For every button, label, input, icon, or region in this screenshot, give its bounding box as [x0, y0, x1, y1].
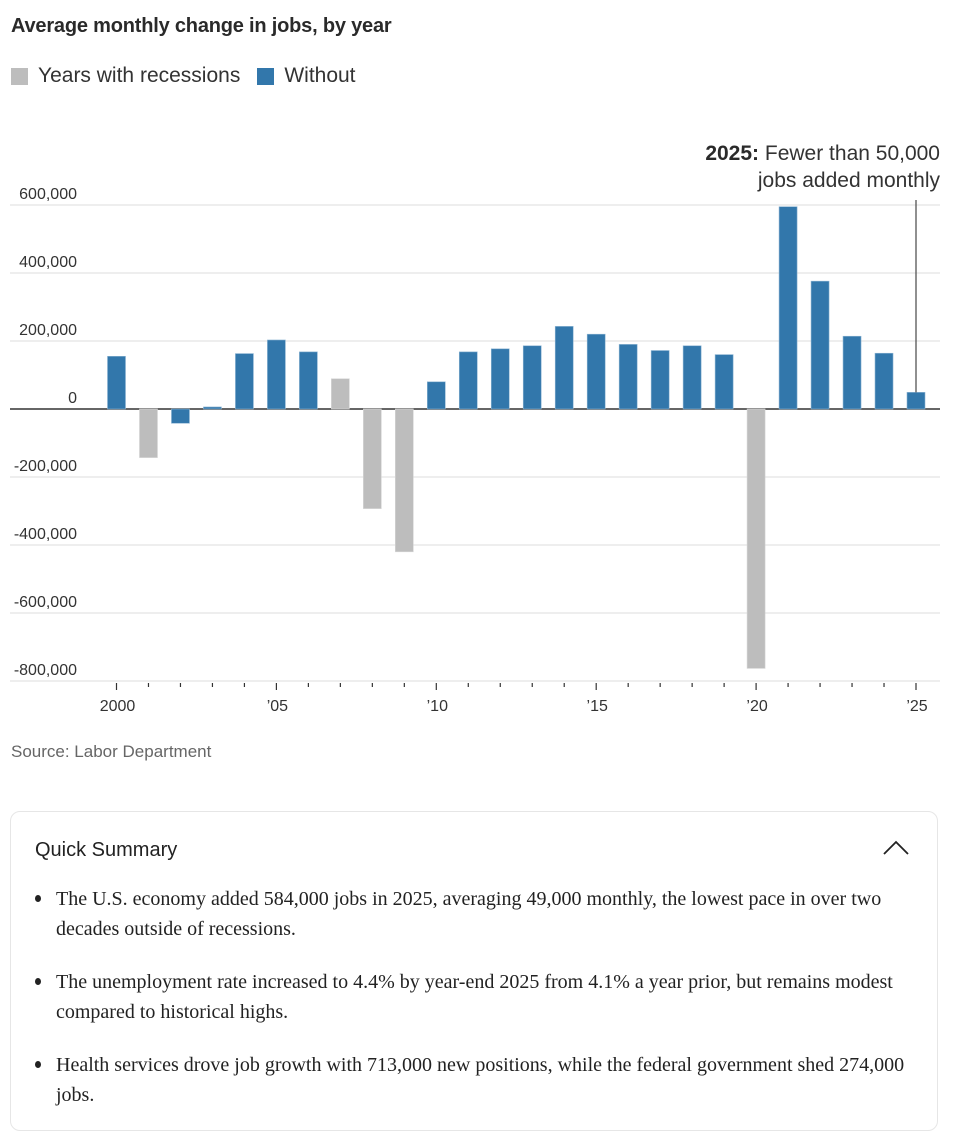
annotation-text-2: jobs added monthly	[757, 169, 940, 192]
x-tick-label: ’15	[587, 698, 608, 715]
bar-2019	[714, 354, 734, 410]
bar-2009	[395, 408, 414, 553]
bar-2016	[618, 344, 638, 410]
bar-2003	[203, 406, 222, 410]
y-tick-label: -800,000	[14, 662, 77, 679]
chart-title: Average monthly change in jobs, by year	[11, 15, 392, 37]
x-tick-label: ’25	[906, 698, 927, 715]
annotation-year: 2025:	[705, 142, 760, 165]
bar-2021	[778, 206, 798, 410]
y-tick-label: 200,000	[19, 322, 77, 339]
bar-2006	[299, 351, 318, 410]
bar-2013	[522, 345, 542, 410]
bar-2002	[171, 408, 190, 424]
bar-2018	[682, 345, 702, 410]
legend-swatch-recession	[11, 67, 28, 85]
bar-2024	[874, 352, 894, 410]
summary-bullets: The U.S. economy added 584,000 jobs in 2…	[35, 884, 915, 1133]
y-tick-label: -400,000	[14, 526, 77, 543]
annotation-text-1: Fewer than 50,000	[764, 142, 940, 165]
source-note: Source: Labor Department	[11, 742, 212, 761]
x-tick-label: ’05	[267, 698, 288, 715]
chart-legend: Years with recessions Without	[11, 64, 373, 88]
annotation-line-1: 2025: Fewer than 50,000	[705, 140, 940, 167]
bar-2012	[490, 348, 510, 410]
bar-2017	[650, 350, 670, 410]
y-tick-label: 0	[68, 390, 77, 407]
bar-2022	[810, 280, 830, 410]
legend-label-recession: Years with recessions	[38, 64, 241, 87]
y-tick-label: 400,000	[19, 254, 77, 271]
summary-bullet: Health services drove job growth with 71…	[35, 1050, 915, 1110]
x-axis: 2000 ’05 ’10 ’15 ’20 ’25	[100, 683, 928, 715]
bar-2005	[267, 339, 286, 410]
legend-swatch-without	[257, 67, 275, 85]
bar-2004	[235, 353, 254, 410]
x-tick-label: 2000	[100, 698, 136, 715]
bar-2011	[458, 351, 478, 410]
bars	[107, 206, 926, 669]
summary-bullet: The unemployment rate increased to 4.4% …	[35, 967, 915, 1027]
y-tick-label: -200,000	[14, 458, 77, 475]
quick-summary-panel: Quick Summary The U.S. economy added 584…	[10, 811, 938, 1131]
y-axis-labels: 600,000 400,000 200,000 0 -200,000 -400,000 -6…	[14, 186, 77, 679]
x-tick-label: ’10	[427, 698, 448, 715]
bar-2020	[746, 408, 766, 669]
bar-2008	[363, 408, 382, 509]
bar-2023	[842, 335, 862, 410]
summary-bullet: The U.S. economy added 584,000 jobs in 2…	[35, 884, 915, 944]
legend-label-without: Without	[284, 64, 356, 87]
bar-chart: 600,000 400,000 200,000 0 -200,000 -400,000 -6…	[10, 186, 940, 715]
chevron-up-icon[interactable]	[883, 838, 909, 856]
legend-item-recession: Years with recessions	[11, 64, 240, 88]
bar-2025	[906, 392, 926, 410]
quick-summary-title: Quick Summary	[35, 839, 178, 861]
bar-2001	[139, 408, 158, 458]
bar-2000	[107, 355, 126, 410]
bar-2014	[554, 326, 574, 410]
bar-2010	[426, 381, 446, 410]
y-tick-label: -600,000	[14, 594, 77, 611]
annotation-2025: 2025: Fewer than 50,000 jobs added month…	[705, 140, 940, 194]
x-tick-label: ’20	[746, 698, 767, 715]
y-tick-label: 600,000	[19, 186, 77, 203]
bar-2015	[586, 333, 606, 410]
legend-item-without: Without	[257, 64, 356, 88]
bar-2007	[331, 378, 350, 410]
